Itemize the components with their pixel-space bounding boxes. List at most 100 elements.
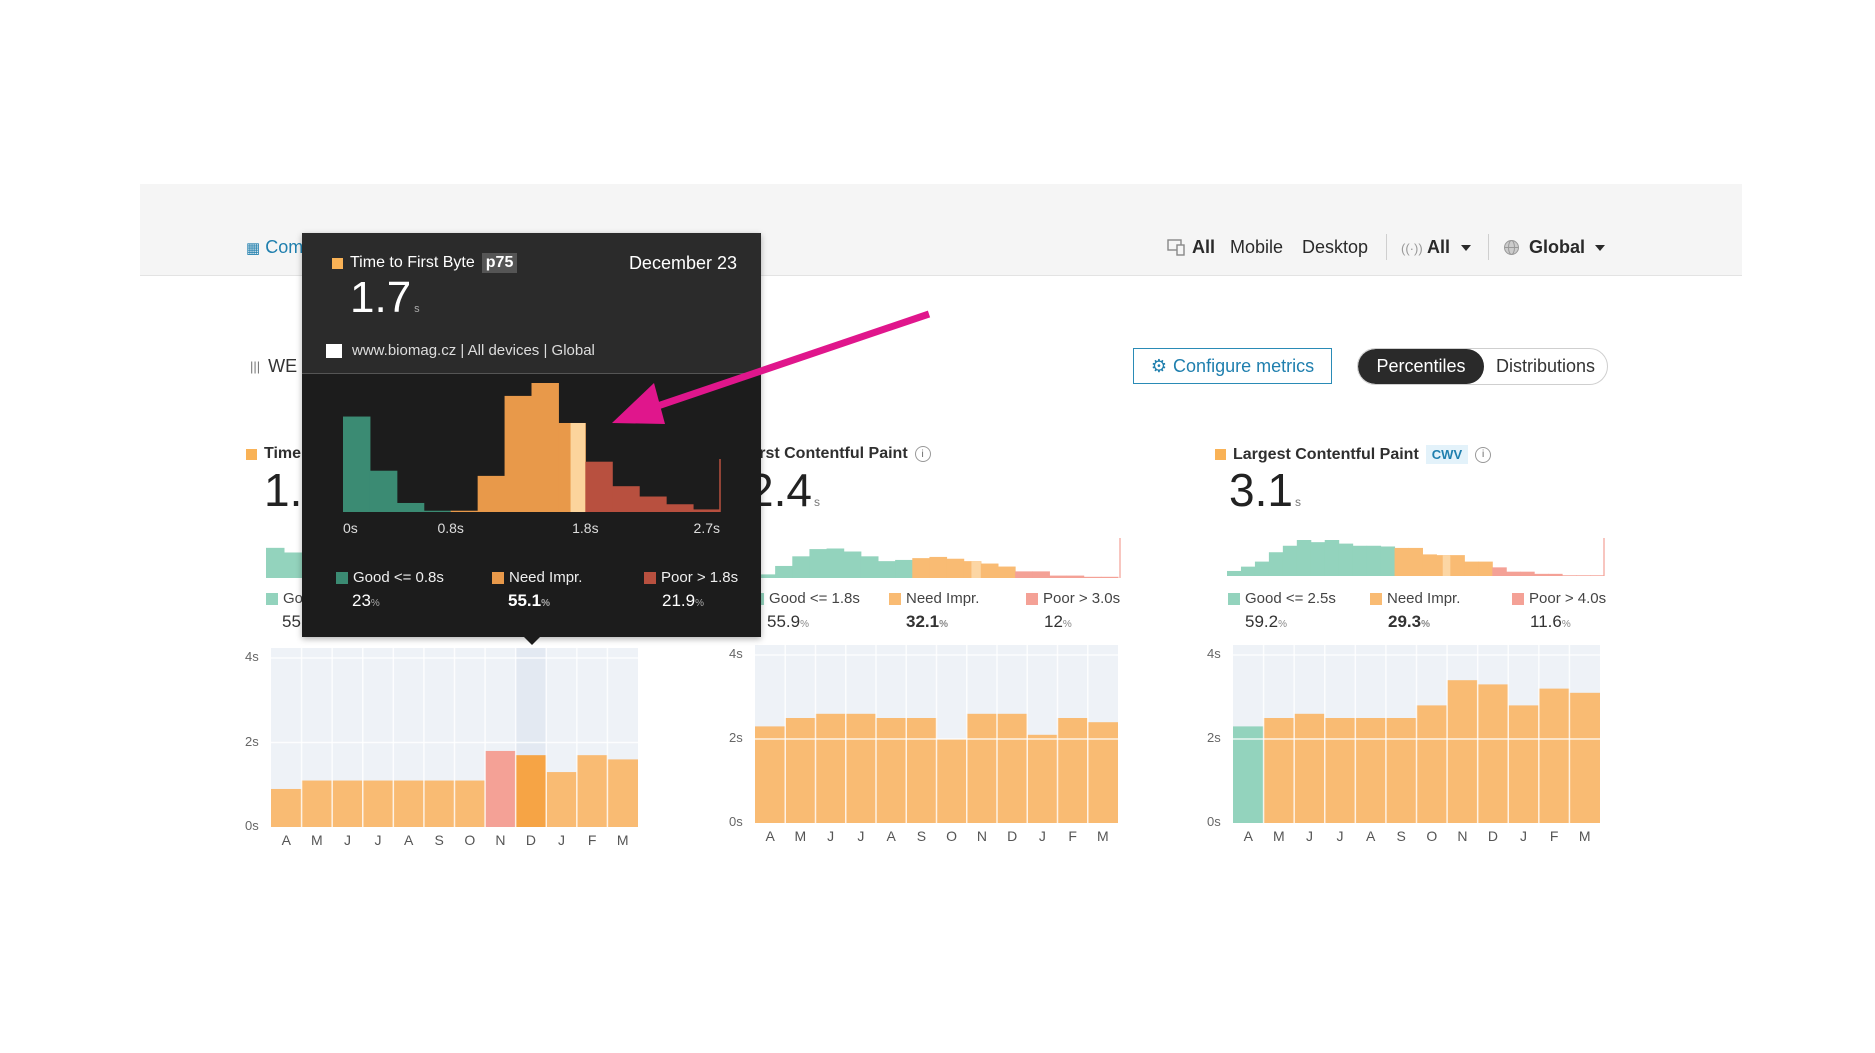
x-tick-label: A bbox=[403, 832, 414, 848]
good-swatch bbox=[336, 571, 348, 584]
x-tick-label: S bbox=[434, 832, 444, 848]
bar[interactable] bbox=[576, 755, 608, 827]
histogram-bin bbox=[477, 475, 506, 512]
poor-swatch bbox=[1512, 592, 1524, 605]
device-mobile-option[interactable]: Mobile bbox=[1230, 237, 1284, 257]
info-icon[interactable]: i bbox=[914, 446, 931, 462]
histogram-bin bbox=[1366, 545, 1382, 576]
x-tick-label: A bbox=[281, 832, 291, 848]
bar[interactable] bbox=[1477, 684, 1509, 823]
bar[interactable] bbox=[271, 788, 302, 827]
bar[interactable] bbox=[936, 739, 967, 823]
bar[interactable] bbox=[815, 713, 846, 823]
bar[interactable] bbox=[997, 713, 1028, 823]
histogram-bin bbox=[1422, 554, 1437, 576]
need-swatch bbox=[889, 592, 901, 605]
x-tick-label: O bbox=[1426, 828, 1438, 844]
histogram-bin bbox=[912, 558, 930, 578]
p75-marker bbox=[570, 422, 586, 512]
need-pct: 55.1% bbox=[508, 591, 550, 610]
bar[interactable] bbox=[515, 755, 547, 827]
compare-link[interactable]: ▦ Com bbox=[246, 237, 304, 257]
signal-icon: ((·)) bbox=[1401, 241, 1423, 256]
bar[interactable] bbox=[485, 750, 516, 827]
bar[interactable] bbox=[1263, 718, 1295, 823]
ttfb-value: 1. bbox=[264, 464, 303, 516]
x-tick-label: D bbox=[525, 832, 537, 848]
x-tick-label: J bbox=[343, 832, 351, 848]
bar[interactable] bbox=[906, 718, 937, 823]
legend-poor: Poor > 4.0s bbox=[1512, 590, 1606, 607]
grid-icon: ▦ bbox=[246, 240, 261, 257]
poor-pct: 12% bbox=[1044, 612, 1072, 631]
tab-percentiles[interactable]: Percentiles bbox=[1358, 349, 1484, 384]
bar[interactable] bbox=[876, 718, 907, 823]
bar[interactable] bbox=[1294, 713, 1325, 823]
chevron-down-icon[interactable] bbox=[1461, 245, 1471, 251]
need-swatch bbox=[1370, 592, 1382, 605]
bar[interactable] bbox=[332, 780, 363, 827]
device-desktop-option[interactable]: Desktop bbox=[1302, 237, 1369, 257]
y-tick-label: 0s bbox=[245, 818, 259, 833]
bar[interactable] bbox=[1538, 688, 1570, 823]
x-tick-label: M bbox=[1578, 828, 1591, 844]
y-tick-label: 0s bbox=[1207, 814, 1221, 829]
histogram-bin bbox=[1520, 571, 1535, 576]
bar[interactable] bbox=[1569, 692, 1600, 823]
bar[interactable] bbox=[607, 759, 638, 827]
histogram-bin bbox=[585, 461, 613, 512]
card-title-fcp: First Contentful Paint i bbox=[745, 445, 931, 463]
x-tick-label: J bbox=[1038, 828, 1046, 844]
good-pct: 55 bbox=[282, 612, 301, 631]
bar[interactable] bbox=[454, 780, 486, 827]
tooltip-pointer bbox=[524, 637, 540, 645]
p75-marker bbox=[971, 561, 981, 578]
chevron-down-icon[interactable] bbox=[1595, 245, 1605, 251]
bar[interactable] bbox=[1385, 718, 1417, 823]
arrow-head bbox=[612, 383, 665, 424]
legend-poor: Poor > 1.8s bbox=[644, 569, 738, 586]
bar[interactable] bbox=[1324, 718, 1356, 823]
bar[interactable] bbox=[1027, 734, 1058, 823]
histogram-bin bbox=[1227, 570, 1242, 576]
histogram-bin bbox=[1450, 555, 1465, 576]
connection-select[interactable]: All bbox=[1427, 237, 1451, 257]
x-tick-label: S bbox=[916, 828, 927, 844]
configure-metrics-button[interactable]: ⚙ Configure metrics bbox=[1133, 348, 1332, 384]
bar-plot bbox=[1233, 645, 1600, 823]
bar[interactable] bbox=[1355, 718, 1386, 823]
bar[interactable] bbox=[966, 713, 997, 823]
bar[interactable] bbox=[546, 772, 577, 827]
bar[interactable] bbox=[362, 780, 394, 827]
x-tick-label: N bbox=[495, 832, 506, 848]
info-icon[interactable]: i bbox=[1475, 446, 1492, 463]
device-all-option[interactable]: All bbox=[1192, 237, 1216, 257]
need-pct: 29.3% bbox=[1388, 612, 1430, 631]
bar[interactable] bbox=[1057, 718, 1088, 823]
x-tick-label: 0.8s bbox=[437, 520, 463, 536]
histogram-bin bbox=[758, 574, 776, 578]
bar[interactable] bbox=[393, 780, 424, 827]
histogram-bin bbox=[1590, 575, 1605, 576]
tooltip-metric: Time to First Byte p75 bbox=[332, 253, 518, 273]
histogram-bin bbox=[1548, 573, 1563, 576]
histogram-bin bbox=[826, 548, 845, 578]
region-select[interactable]: Global bbox=[1529, 237, 1586, 257]
y-tick-label: 2s bbox=[1207, 730, 1221, 745]
bar[interactable] bbox=[1233, 726, 1264, 823]
bar[interactable] bbox=[785, 718, 816, 823]
bar[interactable] bbox=[1416, 705, 1448, 823]
bar[interactable] bbox=[423, 780, 455, 827]
lcp-value: 3.1 s bbox=[1229, 464, 1301, 516]
x-tick-label: D bbox=[1487, 828, 1499, 844]
bar[interactable] bbox=[301, 780, 333, 827]
y-tick-label: 4s bbox=[245, 649, 259, 664]
histogram-bin bbox=[1506, 571, 1521, 576]
bar[interactable] bbox=[1447, 680, 1478, 823]
x-tick-label: J bbox=[1305, 828, 1313, 844]
good-pct: 59.2% bbox=[1245, 612, 1287, 631]
tab-distributions[interactable]: Distributions bbox=[1495, 356, 1596, 376]
bar[interactable] bbox=[845, 713, 876, 823]
bar[interactable] bbox=[1508, 705, 1539, 823]
bar[interactable] bbox=[755, 726, 786, 823]
